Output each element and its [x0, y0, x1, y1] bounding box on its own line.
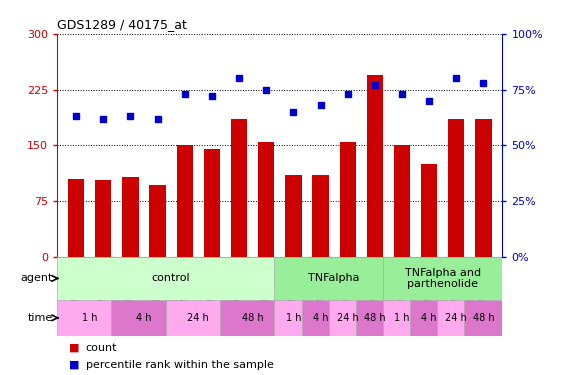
Bar — [166, 300, 231, 336]
Bar — [176, 146, 193, 257]
Bar — [301, 300, 340, 336]
Bar — [464, 300, 502, 336]
Bar — [258, 142, 274, 257]
Bar — [340, 142, 356, 257]
Text: TNFalpha: TNFalpha — [308, 273, 360, 284]
Bar — [57, 257, 286, 300]
Text: 48 h: 48 h — [473, 313, 494, 323]
Bar — [367, 75, 383, 257]
Bar — [383, 257, 502, 300]
Bar — [111, 300, 176, 336]
Text: ■: ■ — [69, 360, 79, 369]
Bar — [122, 177, 139, 257]
Text: ■: ■ — [69, 343, 79, 352]
Text: 4 h: 4 h — [313, 313, 328, 323]
Bar — [95, 180, 111, 257]
Bar — [220, 300, 286, 336]
Text: 4 h: 4 h — [136, 313, 152, 323]
Text: agent: agent — [21, 273, 53, 284]
Text: control: control — [152, 273, 191, 284]
Bar — [204, 149, 220, 257]
Bar — [437, 300, 475, 336]
Text: time: time — [27, 313, 53, 323]
Bar — [448, 119, 464, 257]
Text: 48 h: 48 h — [364, 313, 385, 323]
Bar — [421, 164, 437, 257]
Bar — [475, 119, 492, 257]
Text: 24 h: 24 h — [337, 313, 359, 323]
Text: 1 h: 1 h — [82, 313, 98, 323]
Bar — [356, 300, 394, 336]
Bar — [286, 175, 301, 257]
Bar — [68, 179, 85, 257]
Bar — [150, 185, 166, 257]
Bar — [274, 300, 312, 336]
Text: 24 h: 24 h — [187, 313, 209, 323]
Text: 48 h: 48 h — [242, 313, 263, 323]
Bar — [329, 300, 367, 336]
Text: TNFalpha and
parthenolide: TNFalpha and parthenolide — [405, 268, 481, 289]
Text: 1 h: 1 h — [394, 313, 410, 323]
Bar — [410, 300, 448, 336]
Text: count: count — [86, 343, 117, 352]
Bar — [274, 257, 394, 300]
Bar — [312, 175, 329, 257]
Text: 24 h: 24 h — [445, 313, 467, 323]
Bar — [231, 119, 247, 257]
Bar — [57, 300, 122, 336]
Text: 1 h: 1 h — [286, 313, 301, 323]
Bar — [394, 146, 410, 257]
Bar — [383, 300, 421, 336]
Text: GDS1289 / 40175_at: GDS1289 / 40175_at — [57, 18, 187, 31]
Text: 4 h: 4 h — [421, 313, 437, 323]
Text: percentile rank within the sample: percentile rank within the sample — [86, 360, 274, 369]
